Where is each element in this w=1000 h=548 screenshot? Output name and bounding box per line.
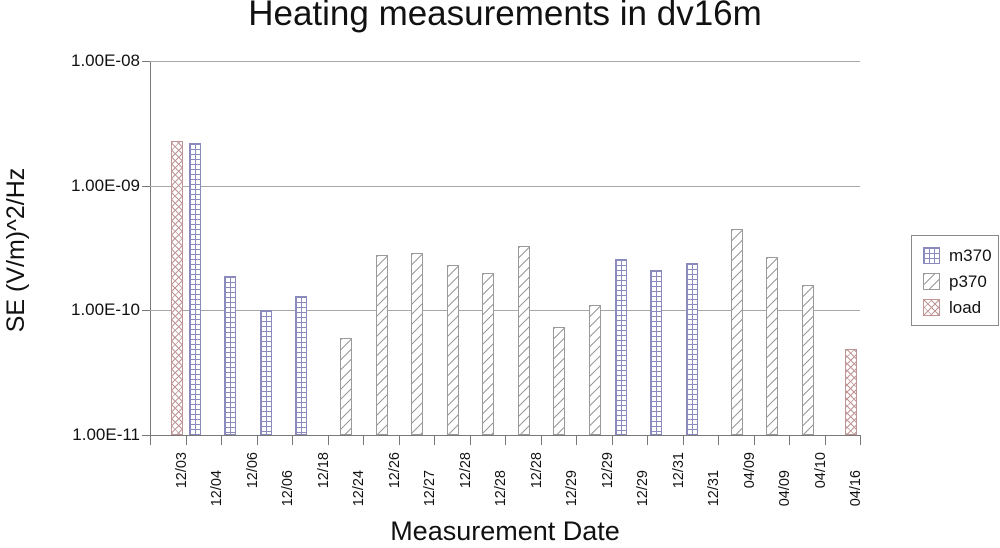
x-axis-tick xyxy=(682,436,684,445)
x-axis-tick xyxy=(150,436,151,445)
bar-p370 xyxy=(766,256,778,435)
bar-m370 xyxy=(295,296,307,435)
bar-p370 xyxy=(411,252,423,435)
x-tick-label: 12/26 xyxy=(386,452,403,489)
x-tick-label: 12/06 xyxy=(244,452,261,489)
chart-title: Heating measurements in dv16m xyxy=(248,0,762,33)
y-gridline xyxy=(150,310,860,312)
x-axis-tick xyxy=(363,436,364,445)
x-axis-tick xyxy=(789,436,790,445)
x-tick-label: 12/29 xyxy=(564,470,581,507)
x-axis-tick xyxy=(540,436,542,445)
x-axis-tick xyxy=(576,436,577,445)
bar-p370 xyxy=(517,245,530,435)
y-axis-tick xyxy=(142,435,150,436)
bar-m370 xyxy=(650,270,662,435)
x-axis-tick xyxy=(647,436,648,445)
bar-m370 xyxy=(685,262,698,435)
x-tick-label: 12/31 xyxy=(706,470,723,507)
x-tick-label: 12/28 xyxy=(528,452,545,489)
x-axis-tick xyxy=(860,436,861,445)
x-tick-label: 12/04 xyxy=(209,470,226,507)
bar-p370 xyxy=(588,305,601,435)
x-tick-label: 12/18 xyxy=(315,452,332,489)
bar-p370 xyxy=(730,228,743,435)
x-tick-label: 04/09 xyxy=(777,470,794,507)
y-axis-line xyxy=(150,61,151,435)
bar-m370 xyxy=(188,143,201,435)
bar-p370 xyxy=(340,338,352,435)
x-axis-tick xyxy=(398,436,400,445)
legend-item-load: load xyxy=(923,294,998,320)
x-axis-line xyxy=(150,435,861,436)
y-tick-label: 1.00E-09 xyxy=(71,175,140,195)
bar-m370 xyxy=(614,258,627,435)
legend-label-load: load xyxy=(949,297,982,317)
x-tick-label: 12/28 xyxy=(493,470,510,507)
x-tick-label: 04/16 xyxy=(848,470,865,507)
y-gridline xyxy=(150,185,860,187)
bar-p370 xyxy=(375,254,388,435)
bar-p370 xyxy=(553,327,565,435)
x-axis-tick xyxy=(292,436,293,445)
bar-m370 xyxy=(224,275,236,435)
legend-swatch-load xyxy=(923,298,940,316)
y-axis-tick xyxy=(142,61,150,62)
legend-item-m370: m370 xyxy=(923,242,998,268)
x-tick-label: 12/29 xyxy=(599,452,616,489)
x-axis-tick xyxy=(185,436,187,445)
legend-item-p370: p370 xyxy=(923,268,998,294)
x-axis-tick xyxy=(469,436,471,445)
y-tick-label: 1.00E-10 xyxy=(71,300,140,320)
y-axis-title: SE (V/m)^2/Hz xyxy=(2,167,30,333)
bar-p370 xyxy=(482,272,494,435)
y-tick-label: 1.00E-08 xyxy=(71,51,140,70)
x-tick-label: 12/06 xyxy=(280,470,297,507)
x-axis-tick xyxy=(327,436,329,445)
x-tick-label: 04/09 xyxy=(741,452,758,489)
bar-load xyxy=(845,349,857,435)
y-tick-label: 1.00E-11 xyxy=(72,425,140,444)
legend-swatch-m370 xyxy=(923,246,940,264)
legend-label-p370: p370 xyxy=(949,271,987,291)
x-tick-label: 12/03 xyxy=(173,452,190,489)
x-tick-label: 12/28 xyxy=(457,452,474,489)
bar-m370 xyxy=(259,310,272,435)
x-axis-title: Measurement Date xyxy=(390,516,620,546)
legend: m370 p370 load xyxy=(911,235,999,326)
x-axis-tick xyxy=(611,436,613,445)
x-axis-tick xyxy=(505,436,506,445)
x-axis-tick xyxy=(718,436,719,445)
bar-p370 xyxy=(801,284,814,435)
y-gridline xyxy=(150,61,860,62)
x-tick-label: 04/10 xyxy=(812,452,829,489)
x-tick-label: 12/24 xyxy=(351,470,368,507)
x-axis-tick xyxy=(256,436,258,445)
y-axis-tick xyxy=(142,310,150,312)
x-tick-label: 12/27 xyxy=(422,470,439,507)
x-axis-tick xyxy=(434,436,435,445)
x-axis-tick xyxy=(753,436,755,445)
x-tick-label: 12/29 xyxy=(635,470,652,507)
x-axis-tick xyxy=(824,436,826,445)
y-axis-tick xyxy=(142,185,150,187)
legend-swatch-p370 xyxy=(923,272,940,290)
x-axis-tick xyxy=(221,436,222,445)
bar-p370 xyxy=(446,265,459,435)
legend-label-m370: m370 xyxy=(949,245,992,265)
bar-load xyxy=(170,140,183,435)
x-tick-label: 12/31 xyxy=(670,452,687,489)
